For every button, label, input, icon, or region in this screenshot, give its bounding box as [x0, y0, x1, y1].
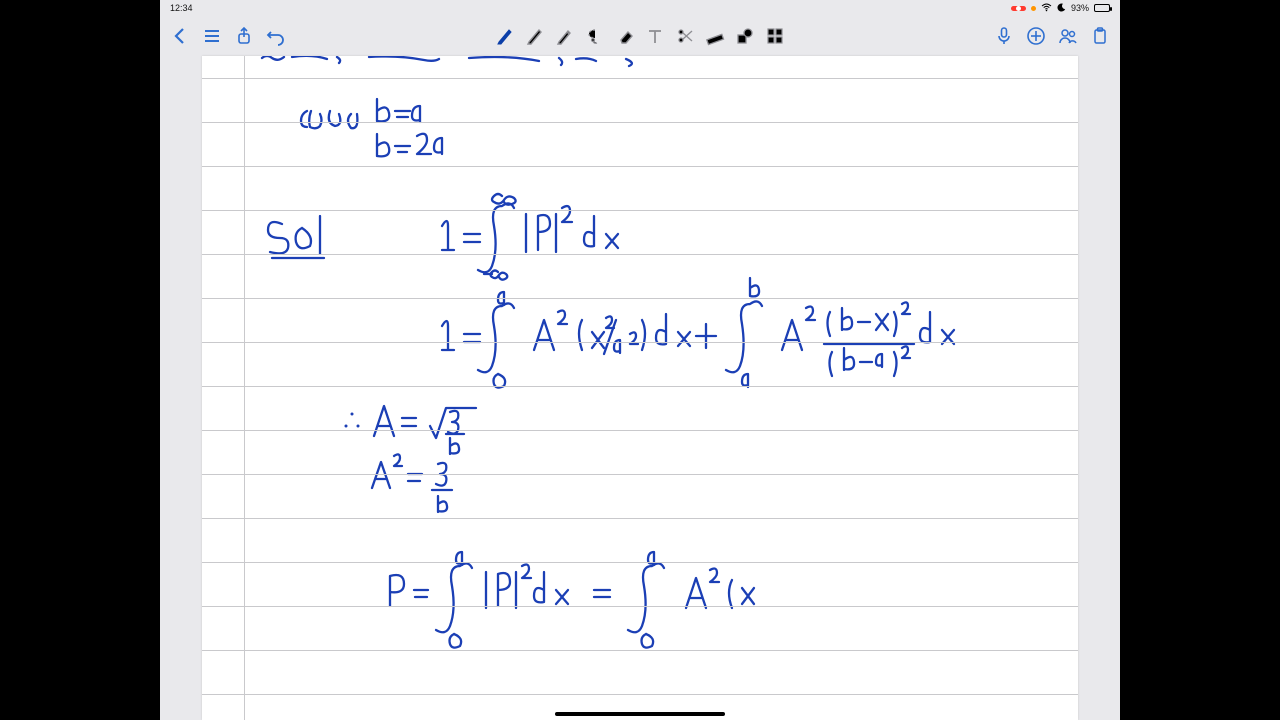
pen-outline-icon[interactable]	[525, 26, 545, 46]
battery-icon	[1094, 4, 1110, 12]
lasso-icon[interactable]	[585, 26, 605, 46]
mic-icon[interactable]	[994, 26, 1014, 46]
status-right: 93%	[1011, 3, 1110, 14]
undo-icon[interactable]	[266, 26, 286, 46]
dnd-moon-icon	[1057, 3, 1066, 14]
location-dot-icon	[1031, 6, 1036, 11]
note-page[interactable]	[202, 56, 1078, 720]
pen-filled-icon[interactable]	[495, 26, 515, 46]
wifi-icon	[1041, 3, 1052, 14]
ruled-line	[202, 166, 1078, 167]
screen-record-indicator[interactable]	[1011, 6, 1026, 11]
clock: 12:34	[170, 3, 193, 13]
menu-lines-icon[interactable]	[202, 26, 222, 46]
eraser-icon[interactable]	[615, 26, 635, 46]
clipboard-icon[interactable]	[1090, 26, 1110, 46]
ruled-line	[202, 122, 1078, 123]
text-tool-icon[interactable]	[645, 26, 665, 46]
shapes-icon[interactable]	[735, 26, 755, 46]
pencil-icon[interactable]	[555, 26, 575, 46]
handwriting-ink	[202, 56, 1078, 720]
ruler-icon[interactable]	[705, 26, 725, 46]
ruled-line	[202, 474, 1078, 475]
app-toolbar	[160, 16, 1120, 56]
ruled-line	[202, 650, 1078, 651]
ruled-line	[202, 386, 1078, 387]
ruled-line	[202, 210, 1078, 211]
battery-percent: 93%	[1071, 3, 1089, 13]
ruled-line	[202, 694, 1078, 695]
ruled-line	[202, 606, 1078, 607]
ruled-line	[202, 342, 1078, 343]
share-icon[interactable]	[234, 26, 254, 46]
ruled-line	[202, 430, 1078, 431]
grid-icon[interactable]	[765, 26, 785, 46]
people-icon[interactable]	[1058, 26, 1078, 46]
ruled-line	[202, 298, 1078, 299]
tablet-frame: 12:34 93%	[160, 0, 1120, 720]
cut-icon[interactable]	[675, 26, 695, 46]
plus-circle-icon[interactable]	[1026, 26, 1046, 46]
status-bar: 12:34 93%	[160, 0, 1120, 16]
back-chevron-icon[interactable]	[170, 26, 190, 46]
home-indicator[interactable]	[555, 712, 725, 716]
ruled-line	[202, 562, 1078, 563]
ruled-line	[202, 518, 1078, 519]
ruled-line	[202, 78, 1078, 79]
ruled-line	[202, 254, 1078, 255]
